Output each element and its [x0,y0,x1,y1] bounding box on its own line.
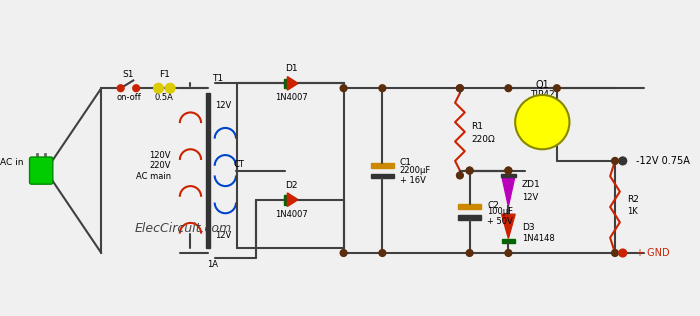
Circle shape [456,172,463,179]
Circle shape [118,85,124,92]
Text: ElecCircuit.com: ElecCircuit.com [135,222,232,235]
Circle shape [505,167,512,174]
Circle shape [505,250,512,256]
Text: 1N4148: 1N4148 [522,234,554,243]
Text: 100μF: 100μF [487,207,513,216]
Circle shape [505,167,512,174]
Text: R1: R1 [472,123,484,131]
Circle shape [165,83,175,93]
Circle shape [505,85,512,92]
Circle shape [619,249,626,257]
Text: CT: CT [234,160,244,169]
Polygon shape [502,175,515,206]
Polygon shape [288,193,298,206]
Text: + GND: + GND [636,248,670,258]
Text: D2: D2 [285,181,298,190]
Text: ZD1: ZD1 [522,180,540,189]
Text: 12V: 12V [216,101,232,110]
Circle shape [466,167,473,174]
Polygon shape [502,214,515,239]
Bar [458,204,481,209]
Polygon shape [288,76,298,90]
Text: + 16V: + 16V [400,176,426,185]
Text: Q1: Q1 [536,80,550,90]
Text: 12V: 12V [522,193,538,202]
Text: 120V
220V
AC main: 120V 220V AC main [136,151,171,181]
Text: + 50V: + 50V [487,217,513,226]
Circle shape [554,85,560,92]
Circle shape [456,85,463,92]
Text: 220Ω: 220Ω [472,135,496,144]
Text: AC in: AC in [0,158,24,167]
Text: 12V: 12V [216,231,232,240]
Bar [284,78,288,88]
Text: 1N4007: 1N4007 [275,210,307,219]
Text: on-off: on-off [116,94,141,102]
Circle shape [466,167,473,174]
Circle shape [340,85,347,92]
Text: TIP42: TIP42 [530,90,554,100]
Text: 2200μF: 2200μF [400,166,431,175]
Text: -12V 0.75A: -12V 0.75A [636,156,690,166]
Circle shape [340,250,347,256]
FancyBboxPatch shape [29,157,52,184]
Text: C2: C2 [487,201,499,210]
Text: 1N4007: 1N4007 [275,94,307,102]
Text: F1: F1 [159,70,169,79]
Text: 1K: 1K [626,207,638,216]
Circle shape [612,250,618,256]
Bar [502,240,515,243]
Bar [237,83,344,248]
Circle shape [379,85,386,92]
Text: S1: S1 [122,70,134,79]
Circle shape [379,250,386,256]
Text: 1A: 1A [207,260,218,269]
Circle shape [133,85,139,92]
Text: D3: D3 [522,223,535,232]
Bar [284,195,288,204]
Circle shape [456,85,463,92]
Text: 0.5A: 0.5A [155,94,174,102]
Bar [371,173,394,178]
Circle shape [153,83,163,93]
Bar [206,93,210,248]
Circle shape [612,157,618,164]
Circle shape [466,250,473,256]
Bar [458,215,481,220]
Circle shape [515,95,569,149]
Circle shape [619,157,626,165]
Bar [500,173,516,177]
Text: D1: D1 [285,64,298,73]
Bar [371,163,394,168]
Text: T1: T1 [212,74,223,83]
Text: C1: C1 [400,158,412,167]
Text: R2: R2 [626,195,638,204]
